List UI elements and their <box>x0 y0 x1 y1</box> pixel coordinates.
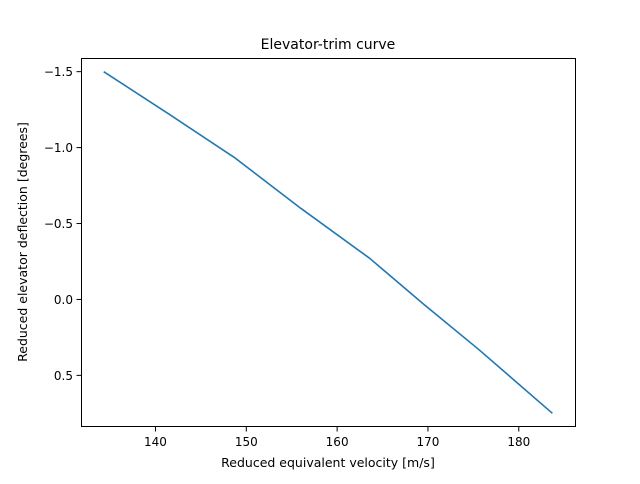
x-axis-label: Reduced equivalent velocity [m/s] <box>221 455 435 470</box>
plot-frame <box>81 58 576 427</box>
x-axis-ticks: 140 150 160 170 180 <box>144 427 530 449</box>
plot-area <box>81 58 576 427</box>
x-tick-label: 140 <box>144 435 167 449</box>
series-layer <box>103 70 553 414</box>
y-tick-label: 0.5 <box>54 369 73 383</box>
x-tick-label: 170 <box>417 435 440 449</box>
x-tick-label: 160 <box>326 435 349 449</box>
y-axis-ticks: −1.5 −1.0 −0.5 0.0 0.5 <box>44 65 81 383</box>
y-tick-label: 0.0 <box>54 293 73 307</box>
series-line-0 <box>103 70 553 414</box>
x-tick-label: 180 <box>507 435 530 449</box>
y-tick-label: −1.5 <box>44 65 73 79</box>
y-tick-label: −0.5 <box>44 217 73 231</box>
y-axis-label: Reduced elevator deflection [degrees] <box>15 122 30 362</box>
chart-title: Elevator-trim curve <box>261 37 396 53</box>
x-tick-label: 150 <box>235 435 258 449</box>
y-tick-label: −1.0 <box>44 141 73 155</box>
